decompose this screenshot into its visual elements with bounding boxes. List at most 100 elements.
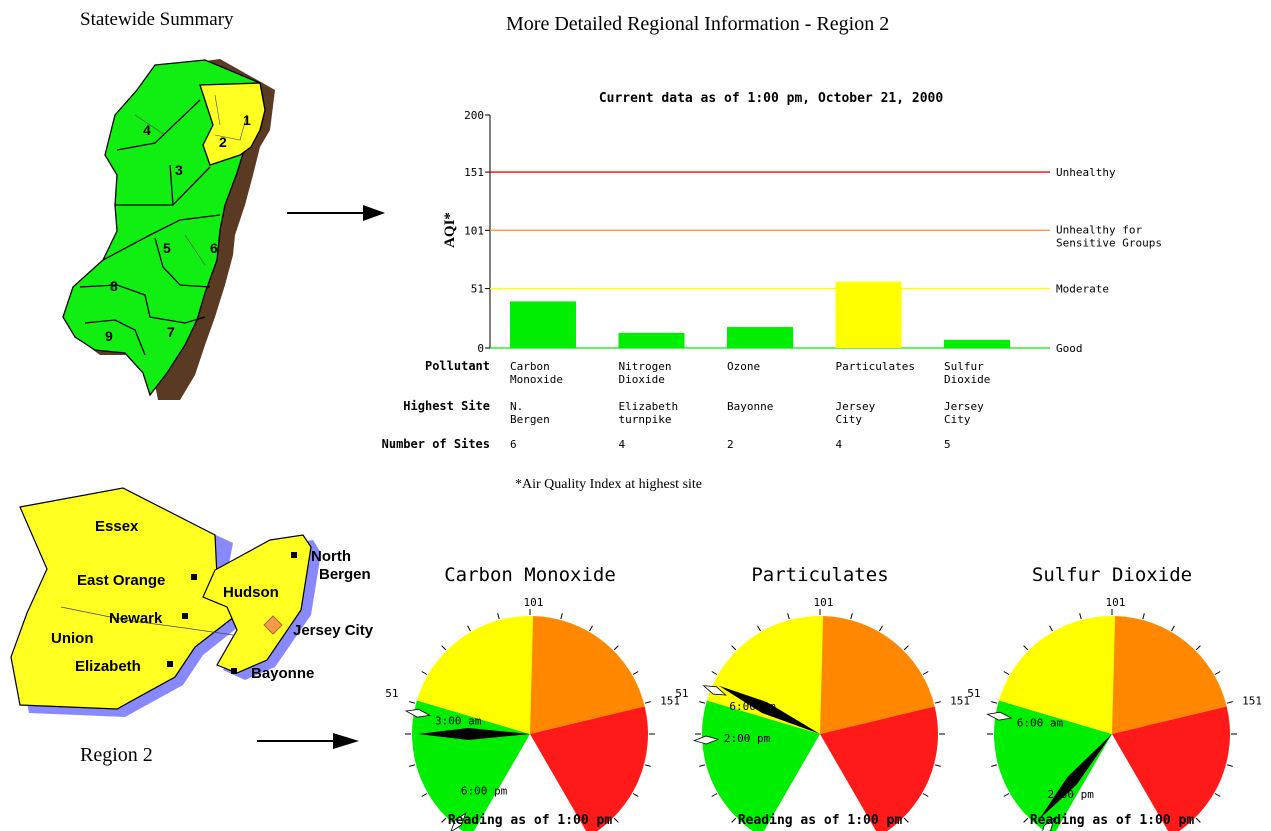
- gauge-tick: [934, 764, 941, 767]
- state-map[interactable]: 4 1 2 3 5 6 8 7 9: [55, 55, 285, 405]
- history-marker-icon: [692, 735, 720, 745]
- gauge-tick: [644, 764, 651, 767]
- number-of-sites-label: 2: [727, 438, 734, 451]
- region-label-4: 4: [143, 122, 151, 138]
- gauge-reading: Reading as of 1:00 pm: [738, 813, 903, 828]
- highest-site-label: Jersey: [944, 400, 984, 413]
- gauge-tick: [787, 613, 790, 620]
- gauge-tick-label: 151: [660, 694, 680, 707]
- gauge-tick: [991, 701, 998, 704]
- history-marker-label: 6:00 pm: [461, 785, 508, 798]
- category-label: Sulfur: [944, 360, 984, 373]
- gauge-needle: [718, 685, 820, 734]
- gauge-tick: [589, 625, 593, 632]
- gauge-tick: [409, 764, 416, 767]
- region-label-9: 9: [105, 328, 113, 344]
- gauge-sector: [530, 616, 645, 734]
- gauge-tick: [421, 793, 428, 797]
- gauge-sector: [820, 616, 935, 734]
- gauge-tick-label: 51: [675, 687, 688, 700]
- history-marker-icon: [450, 812, 467, 831]
- gauge-tick: [922, 671, 929, 675]
- gauge-tick: [879, 625, 883, 632]
- y-tick-label: 151: [464, 166, 484, 179]
- gauge-tick: [497, 613, 500, 620]
- y-tick-label: 51: [471, 283, 484, 296]
- region-2-counties: [10, 487, 246, 710]
- region-label: Region 2: [80, 744, 153, 766]
- history-marker-icon: [986, 711, 1013, 721]
- bar: [944, 339, 1010, 348]
- jersey-city-diamond-icon: [263, 615, 283, 635]
- gauge-tick: [1195, 645, 1201, 651]
- aqi-bar-chart: Current data as of 1:00 pm, October 21, …: [382, 91, 1162, 451]
- gauge-tick: [613, 645, 619, 651]
- row-header: Highest Site: [403, 399, 490, 413]
- gauge-tick: [991, 764, 998, 767]
- gauge-sector: [530, 706, 648, 831]
- gauge-tick: [903, 817, 909, 823]
- city-east-orange: East Orange: [77, 572, 165, 589]
- gauge-tick-label: 51: [967, 687, 980, 700]
- gauge-sector: [416, 616, 534, 734]
- history-marker-label: 6:00 am: [1017, 717, 1064, 730]
- category-label: Dioxide: [944, 373, 990, 386]
- highest-site-label: Jersey: [836, 400, 876, 413]
- city-elizabeth: Elizabeth: [75, 658, 141, 675]
- reference-line-label: Good: [1056, 342, 1083, 355]
- gauge-tick-label: 151: [950, 694, 970, 707]
- gauge-tick: [1079, 613, 1082, 620]
- bar: [510, 301, 576, 348]
- category-label: Monoxide: [510, 373, 563, 386]
- county-essex: Essex: [95, 518, 139, 535]
- gauge-tick: [757, 625, 761, 632]
- bar: [618, 332, 685, 348]
- gauge-tick: [711, 793, 718, 797]
- gauge-tick: [903, 645, 909, 651]
- gauge-sector: [1112, 616, 1227, 734]
- highest-site-label: turnpike: [619, 413, 672, 426]
- number-of-sites-label: 5: [944, 438, 951, 451]
- gauge-needle: [418, 728, 530, 740]
- arrow-icon: [257, 733, 359, 749]
- history-marker-label: 2:00 pm: [724, 732, 771, 745]
- region-label-1: 1: [243, 112, 251, 128]
- gauge-tick: [1023, 645, 1029, 651]
- gauge-title: Particulates: [751, 564, 888, 586]
- gauge-sector: [820, 706, 938, 831]
- gauge-sector: [1112, 706, 1230, 831]
- category-label: Particulates: [836, 360, 915, 373]
- highest-site-label: Elizabeth: [619, 400, 679, 413]
- gauge-tick: [1195, 817, 1201, 823]
- region-label-5: 5: [163, 240, 171, 256]
- region-2-map[interactable]: Essex Hudson Union North Bergen East Ora…: [5, 485, 405, 730]
- gauge-reading: Reading as of 1:00 pm: [1030, 813, 1195, 828]
- gauge-tick: [467, 625, 471, 632]
- reference-line-label: Unhealthy for: [1056, 223, 1142, 236]
- statewide-summary-title: Statewide Summary: [80, 9, 234, 30]
- gauge-tick: [632, 793, 639, 797]
- gauge-tick-label: 101: [524, 596, 544, 609]
- gauge-title: Sulfur Dioxide: [1032, 564, 1192, 586]
- history-marker-icon: [1042, 817, 1055, 831]
- gauge-sector: [702, 700, 820, 831]
- gauge-title: Carbon Monoxide: [444, 564, 616, 586]
- y-axis-label: AQI*: [442, 212, 458, 248]
- gauge-tick: [731, 645, 737, 651]
- gauge-sector: [994, 700, 1112, 831]
- category-label: Ozone: [727, 360, 760, 373]
- gauge-sector: [998, 616, 1116, 734]
- gauge-tick-label: 101: [814, 596, 834, 609]
- arrow-icon: [287, 205, 385, 221]
- chart-title: Current data as of 1:00 pm, October 21, …: [599, 91, 944, 106]
- gauge-tick: [441, 817, 447, 823]
- gauge-tick: [850, 613, 853, 620]
- category-label: Carbon: [510, 360, 550, 373]
- region-label-6: 6: [210, 240, 218, 256]
- county-union: Union: [51, 630, 94, 647]
- history-marker-icon: [404, 708, 431, 718]
- city-jersey-city: Jersey City: [293, 622, 374, 639]
- gauge-tick: [699, 701, 706, 704]
- city-bergen: Bergen: [319, 566, 371, 583]
